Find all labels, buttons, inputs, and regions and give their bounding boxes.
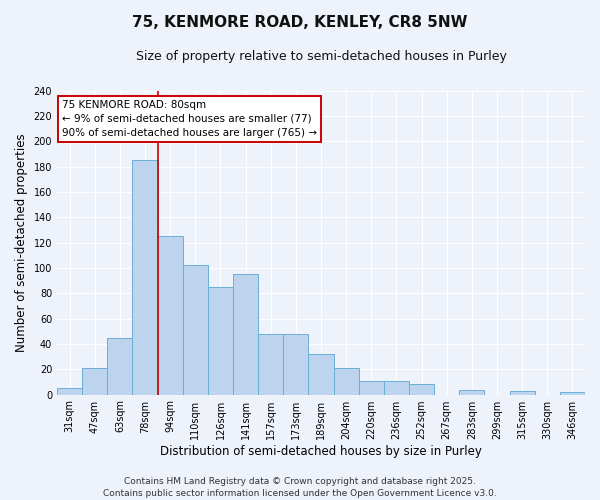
Bar <box>258 334 283 394</box>
Bar <box>283 334 308 394</box>
Bar <box>158 236 183 394</box>
Y-axis label: Number of semi-detached properties: Number of semi-detached properties <box>15 134 28 352</box>
Title: Size of property relative to semi-detached houses in Purley: Size of property relative to semi-detach… <box>136 50 506 63</box>
Bar <box>359 380 384 394</box>
Bar <box>459 390 484 394</box>
Bar <box>384 380 409 394</box>
Text: 75, KENMORE ROAD, KENLEY, CR8 5NW: 75, KENMORE ROAD, KENLEY, CR8 5NW <box>132 15 468 30</box>
Text: Contains HM Land Registry data © Crown copyright and database right 2025.
Contai: Contains HM Land Registry data © Crown c… <box>103 476 497 498</box>
Bar <box>57 388 82 394</box>
Bar <box>208 287 233 395</box>
Bar <box>133 160 158 394</box>
Bar <box>308 354 334 395</box>
Bar <box>82 368 107 394</box>
X-axis label: Distribution of semi-detached houses by size in Purley: Distribution of semi-detached houses by … <box>160 444 482 458</box>
Bar <box>560 392 585 394</box>
Bar <box>233 274 258 394</box>
Bar <box>409 384 434 394</box>
Text: 75 KENMORE ROAD: 80sqm
← 9% of semi-detached houses are smaller (77)
90% of semi: 75 KENMORE ROAD: 80sqm ← 9% of semi-deta… <box>62 100 317 138</box>
Bar <box>334 368 359 394</box>
Bar <box>183 266 208 394</box>
Bar <box>509 391 535 394</box>
Bar <box>107 338 133 394</box>
